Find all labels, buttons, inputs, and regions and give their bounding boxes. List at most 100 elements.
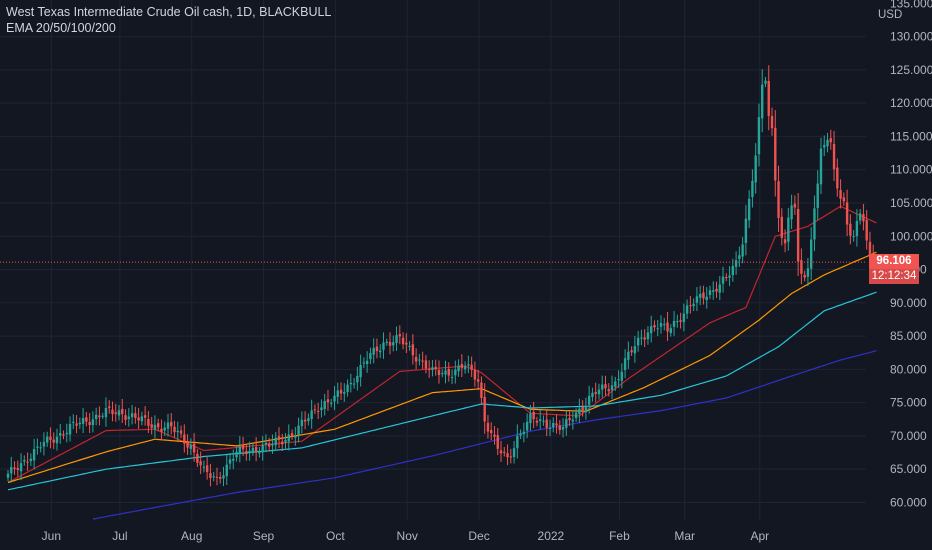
candle-body xyxy=(284,439,287,443)
candle-body xyxy=(72,421,75,423)
candle-body xyxy=(721,276,725,284)
candle-body xyxy=(114,412,117,414)
candle-body xyxy=(258,452,261,454)
ema-lines xyxy=(7,205,877,520)
candle-body xyxy=(117,410,121,416)
candle-body xyxy=(689,305,692,307)
candle-body xyxy=(744,218,748,243)
candle-body xyxy=(32,449,36,461)
candle-body xyxy=(405,342,408,345)
candle-body xyxy=(408,345,411,347)
candle-body xyxy=(630,350,633,353)
candle-body xyxy=(444,370,447,375)
candle-body xyxy=(326,399,330,403)
candle-body xyxy=(277,436,281,440)
candle-body xyxy=(826,139,829,147)
candle-body xyxy=(650,326,653,334)
symbol-title[interactable]: West Texas Intermediate Crude Oil cash, … xyxy=(6,5,332,19)
candle-body xyxy=(823,144,826,148)
candle-body xyxy=(173,426,176,433)
candle-body xyxy=(261,445,264,453)
candle-body xyxy=(153,424,157,430)
candle-body xyxy=(842,197,846,202)
candle-body xyxy=(548,427,552,429)
candle-body xyxy=(692,303,695,307)
candlesticks xyxy=(6,65,878,487)
candle-body xyxy=(225,464,228,477)
candle-body xyxy=(849,223,852,236)
candle-body xyxy=(23,460,26,462)
candle-body xyxy=(728,275,731,278)
candle-body xyxy=(584,406,588,413)
candle-body xyxy=(248,450,251,453)
candle-body xyxy=(104,408,108,418)
candle-body xyxy=(509,456,513,458)
candle-body xyxy=(163,427,166,431)
candle-body xyxy=(297,425,300,436)
candle-body xyxy=(777,181,780,218)
price-tick-label: 125.000 xyxy=(890,63,932,77)
candle-body xyxy=(607,389,610,392)
candle-body xyxy=(682,313,686,323)
candle-body xyxy=(241,444,245,450)
candle-body xyxy=(574,412,578,419)
time-tick-label: Mar xyxy=(674,529,695,543)
candle-body xyxy=(294,436,297,438)
candle-body xyxy=(862,214,865,222)
candle-body xyxy=(94,414,98,420)
candle-body xyxy=(372,347,375,355)
candle-body xyxy=(454,369,457,376)
candle-body xyxy=(816,183,819,208)
candle-body xyxy=(809,239,813,269)
candle-body xyxy=(450,377,454,379)
candle-body xyxy=(202,466,206,468)
candle-body xyxy=(503,451,506,453)
time-axis[interactable]: Jun Jul Aug Sep Oct Nov Dec 2022 Feb Mar Apr xyxy=(42,529,770,543)
candle-body xyxy=(770,116,774,129)
price-tick-label: 130.000 xyxy=(890,30,932,44)
candle-body xyxy=(796,209,800,262)
indicator-label[interactable]: EMA 20/50/100/200 xyxy=(6,21,116,35)
candle-body xyxy=(496,435,499,449)
candle-body xyxy=(264,442,268,445)
candle-body xyxy=(427,369,431,371)
candle-body xyxy=(747,198,751,221)
candle-body xyxy=(493,434,496,437)
candle-body xyxy=(81,418,85,424)
candle-body xyxy=(790,205,793,220)
candle-body xyxy=(490,430,493,434)
candle-body xyxy=(617,379,620,381)
candle-body xyxy=(695,296,699,303)
candle-body xyxy=(852,236,855,238)
candle-body xyxy=(166,422,170,429)
candle-body xyxy=(525,421,529,431)
candle-body xyxy=(832,143,836,170)
candle-body xyxy=(336,390,339,397)
candle-body xyxy=(741,244,744,257)
candle-body xyxy=(418,359,421,361)
price-tick-label: 65.000 xyxy=(890,462,927,476)
time-tick-label: Nov xyxy=(397,529,418,543)
candle-body xyxy=(421,360,424,362)
candle-body xyxy=(228,459,232,464)
candle-body xyxy=(385,341,388,343)
candle-body xyxy=(676,320,679,323)
candle-body xyxy=(281,441,284,445)
candle-body xyxy=(186,442,189,448)
candle-body xyxy=(45,436,49,443)
candle-body xyxy=(767,81,770,117)
candle-body xyxy=(365,360,369,365)
candle-body xyxy=(134,413,137,418)
time-tick-label: Sep xyxy=(253,529,275,543)
candle-body xyxy=(238,446,242,454)
time-tick-label: Jul xyxy=(112,529,127,543)
candle-body xyxy=(359,365,362,378)
candle-body xyxy=(499,450,503,454)
candle-body xyxy=(764,80,767,84)
candle-body xyxy=(594,392,597,394)
candle-body xyxy=(538,419,542,421)
candle-body xyxy=(235,451,238,458)
candle-body xyxy=(232,458,235,461)
